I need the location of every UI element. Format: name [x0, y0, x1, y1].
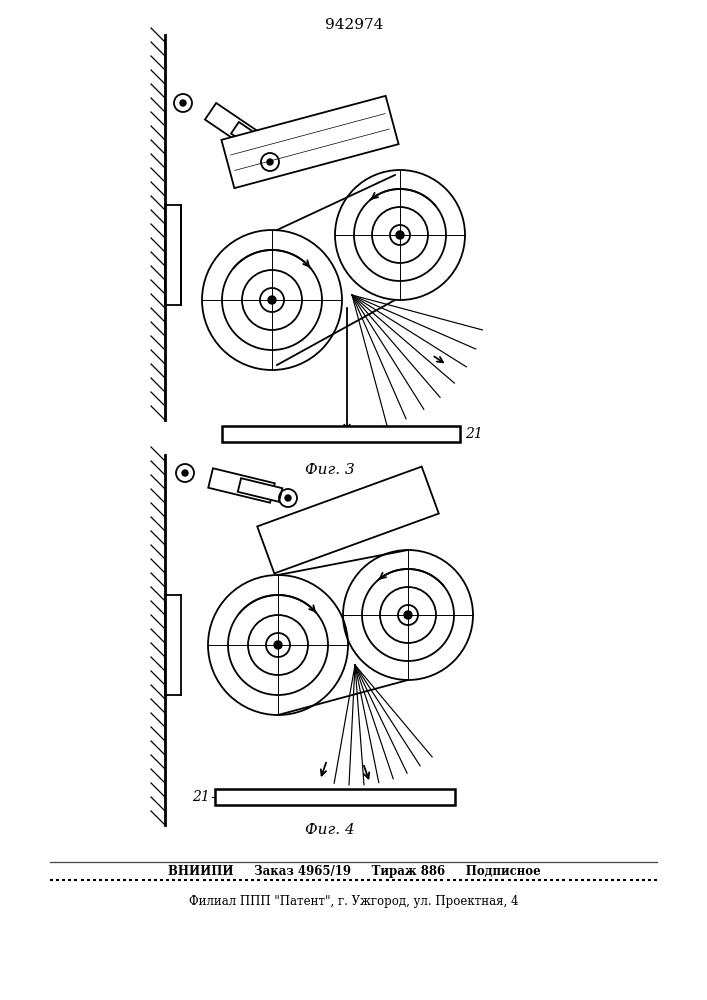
Text: 21: 21: [192, 790, 210, 804]
Text: Фиг. 4: Фиг. 4: [305, 823, 355, 837]
Polygon shape: [238, 478, 282, 502]
Text: 942974: 942974: [325, 18, 383, 32]
Circle shape: [274, 641, 282, 649]
Polygon shape: [257, 467, 439, 573]
Circle shape: [268, 296, 276, 304]
Circle shape: [396, 231, 404, 239]
Polygon shape: [215, 789, 455, 805]
Text: ВНИИПИ     Заказ 4965/19     Тираж 886     Подписное: ВНИИПИ Заказ 4965/19 Тираж 886 Подписное: [168, 864, 540, 878]
Polygon shape: [231, 122, 269, 154]
Circle shape: [285, 495, 291, 501]
Polygon shape: [205, 103, 264, 152]
Text: Филиал ППП "Патент", г. Ужгород, ул. Проектная, 4: Филиал ППП "Патент", г. Ужгород, ул. Про…: [189, 894, 519, 908]
Circle shape: [404, 611, 412, 619]
Polygon shape: [222, 426, 460, 442]
Polygon shape: [209, 468, 275, 503]
Polygon shape: [221, 96, 399, 188]
Text: Фиг. 3: Фиг. 3: [305, 463, 355, 477]
Circle shape: [267, 159, 273, 165]
Text: 21: 21: [465, 427, 483, 441]
Circle shape: [182, 470, 188, 476]
Circle shape: [180, 100, 186, 106]
